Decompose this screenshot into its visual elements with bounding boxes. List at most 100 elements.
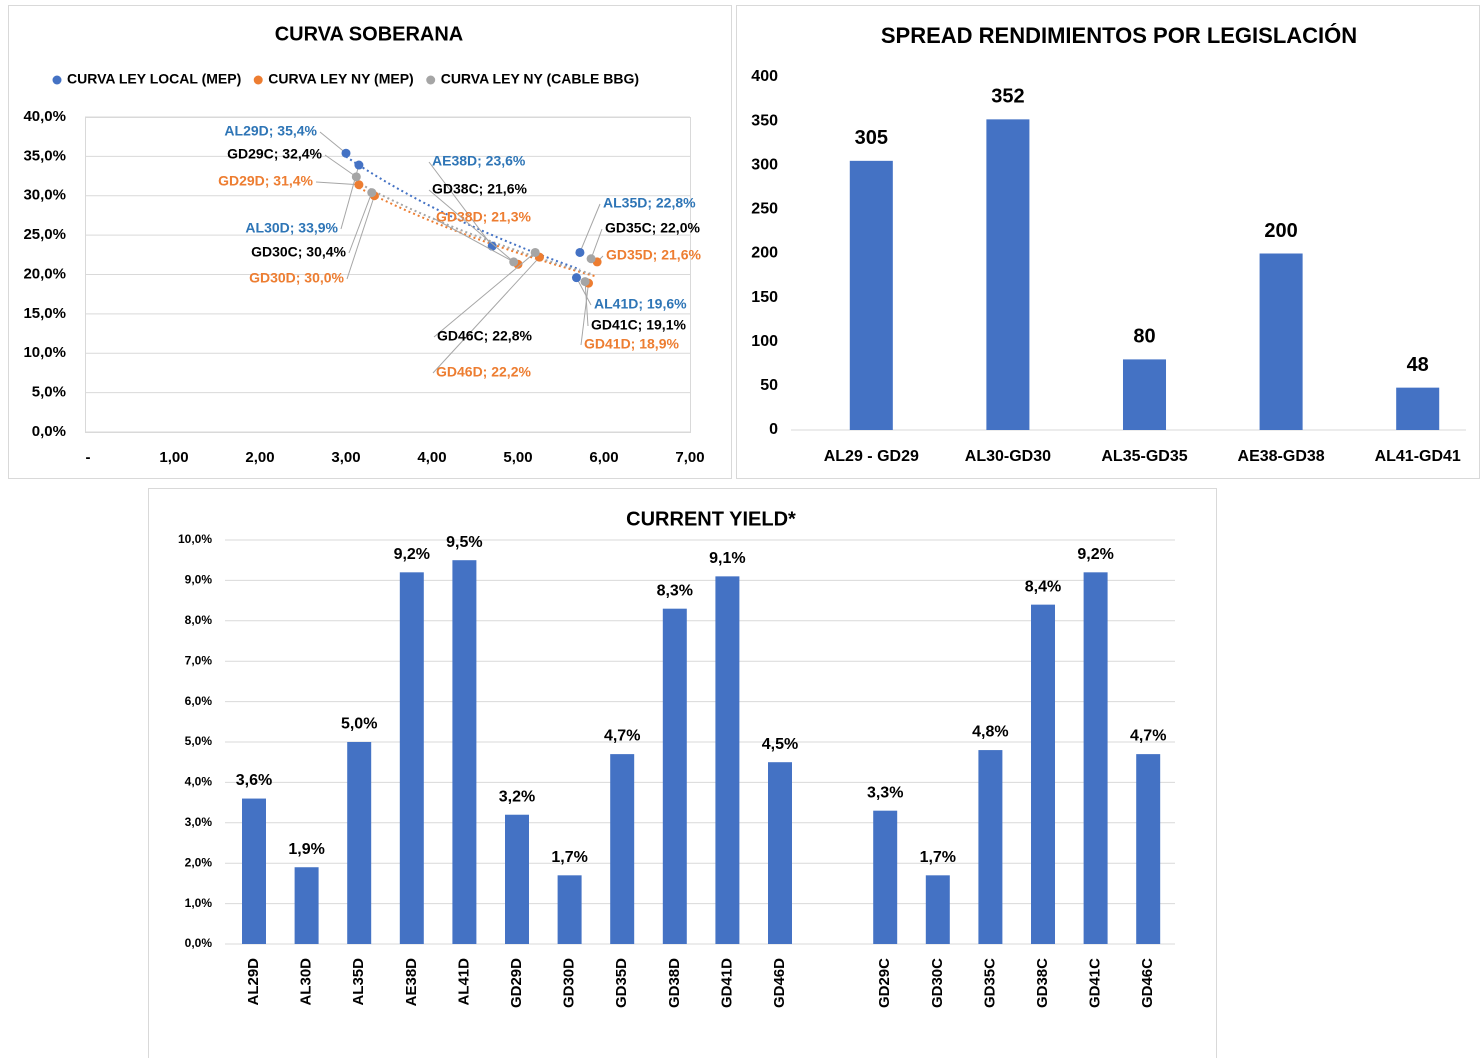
x-tick-label: AL29 - GD29 [824,448,919,465]
leader-line [590,228,603,259]
x-tick-label: AE38-GD38 [1238,448,1325,465]
x-tick-label: GD29C [876,958,893,1008]
bar [610,754,635,944]
legend-marker [253,75,263,85]
bar [849,160,893,430]
x-tick-label: 4,00 [417,449,446,466]
x-tick-label: AL41D [455,958,472,1006]
y-tick-label: 400 [751,68,778,85]
chart-frame [8,5,732,479]
y-tick-label: 0 [769,421,778,438]
point [530,247,540,257]
data-label: GD29C; 32,4% [227,146,322,162]
data-label: GD29D; 31,4% [218,173,313,189]
data-label: AE38D; 23,6% [432,153,526,169]
data-label: 3,3% [867,784,903,801]
y-tick-label: 40,0% [23,108,66,125]
y-tick-label: 10,0% [178,532,212,546]
y-tick-label: 2,0% [185,855,213,869]
data-label: 4,7% [604,728,640,745]
data-label: 352 [991,86,1024,108]
x-tick-label: 6,00 [589,449,618,466]
bar [768,762,792,944]
y-tick-label: 300 [751,156,778,173]
bar [294,867,319,944]
y-tick-label: 15,0% [23,305,66,322]
bar [557,875,582,944]
bar [978,750,1003,944]
y-tick-label: 35,0% [23,147,66,164]
data-label: 80 [1133,326,1155,348]
x-tick-label: GD38D [666,958,683,1008]
y-tick-label: 30,0% [23,187,66,204]
x-tick-label: AE38D [403,958,420,1007]
x-tick-label: AL30-GD30 [965,448,1051,465]
y-tick-label: 25,0% [23,226,66,243]
x-tick-label: - [86,449,91,466]
x-tick-label: 1,00 [159,449,188,466]
data-label: 1,7% [551,849,587,866]
x-tick-label: GD35C [981,958,998,1008]
x-tick-label: GD46C [1139,958,1156,1008]
x-tick-label: GD41C [1087,958,1104,1008]
leader-line [580,283,590,346]
data-label: 8,4% [1025,578,1061,595]
leader-line [432,256,540,374]
bar [1083,572,1108,944]
legend-label: CURVA LEY NY (MEP) [268,71,413,87]
leader-line [428,161,493,247]
data-label: 48 [1407,354,1429,376]
data-label: 4,8% [972,724,1008,741]
x-tick-label: GD29D [508,958,525,1008]
y-tick-label: 0,0% [32,423,66,440]
leader-line [428,189,515,263]
y-tick-label: 200 [751,245,778,262]
x-tick-label: GD30D [561,958,578,1008]
bar [715,576,740,944]
leader-line [579,203,601,253]
point [341,148,351,158]
bar [1031,604,1055,944]
data-label: AL41D; 19,6% [594,296,687,312]
chart-frame [736,5,1480,479]
data-label: 9,2% [1077,546,1113,563]
bar [986,119,1030,431]
data-label: 3,6% [236,772,272,789]
bar [505,814,529,944]
bar [242,798,266,944]
y-tick-label: 9,0% [185,573,213,587]
data-label: 305 [855,127,888,149]
x-tick-label: AL29D [245,958,262,1006]
point [367,188,377,198]
y-tick-label: 8,0% [185,613,213,627]
y-tick-label: 20,0% [23,265,66,282]
point [354,180,364,190]
data-label: GD35C; 22,0% [605,220,700,236]
x-tick-label: AL41-GD41 [1375,448,1461,465]
chart-title: CURRENT YIELD* [626,508,796,530]
y-tick-label: 100 [751,333,778,350]
data-label: 8,3% [657,582,693,599]
y-tick-label: 5,0% [185,734,213,748]
trend-line [355,181,592,275]
data-label: 4,5% [762,736,798,753]
data-label: 9,5% [446,534,482,551]
point [487,241,497,251]
data-label: GD41D; 18,9% [584,336,679,352]
y-tick-label: 7,0% [185,653,213,667]
x-tick-label: AL35-GD35 [1101,448,1187,465]
leader-line [584,281,589,327]
point [575,247,585,257]
bar [399,572,424,944]
x-tick-label: AL30D [298,958,315,1006]
data-label: 5,0% [341,716,377,733]
data-label: 1,9% [288,841,324,858]
data-label: GD46C; 22,8% [437,328,532,344]
legend-label: CURVA LEY NY (CABLE BBG) [441,71,639,87]
y-tick-label: 4,0% [185,775,213,789]
data-label: GD30D; 30,0% [249,270,344,286]
point [351,172,361,182]
x-tick-label: 3,00 [331,449,360,466]
x-tick-label: 7,00 [675,449,704,466]
data-label: 1,7% [920,849,956,866]
